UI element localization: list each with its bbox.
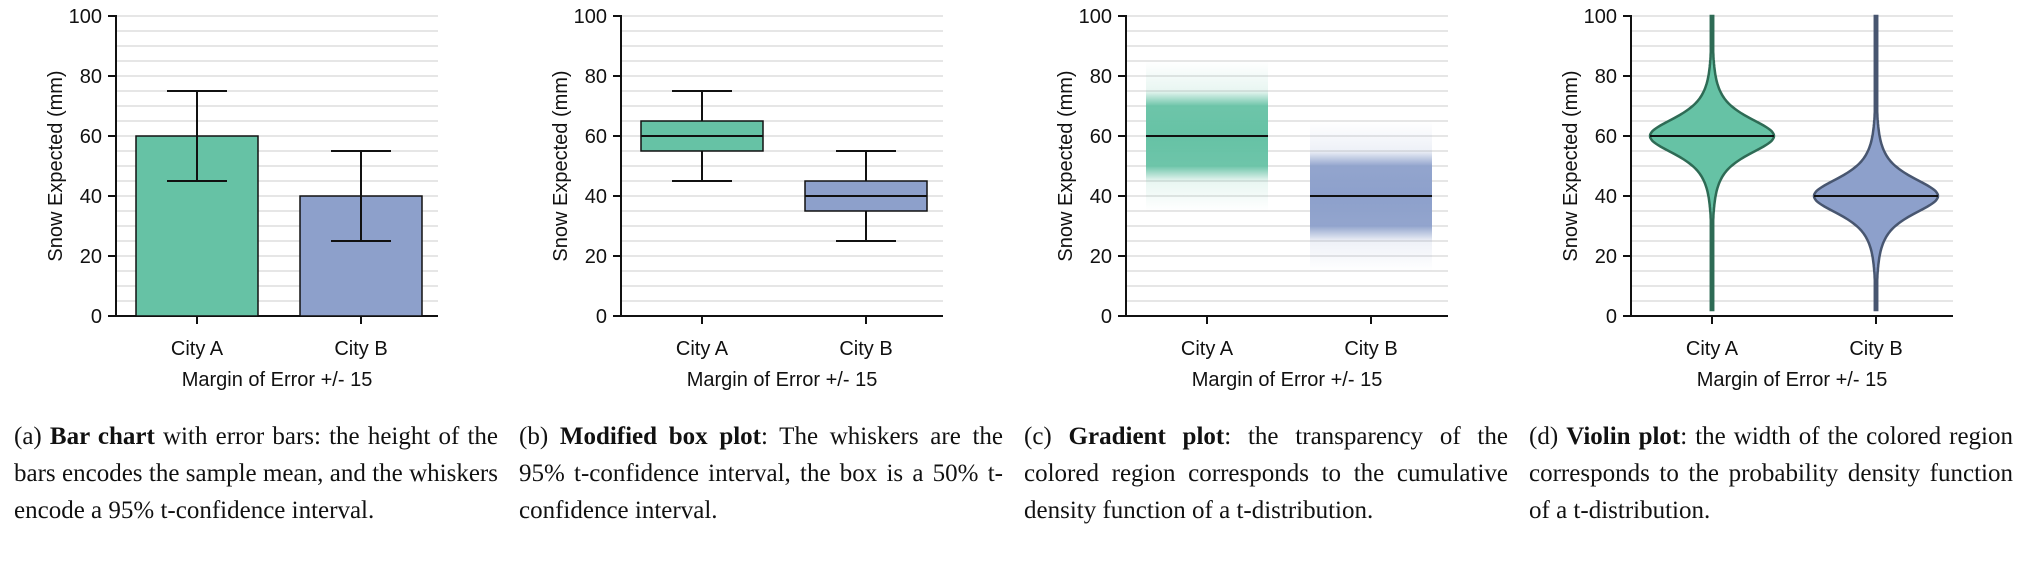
- y-tick-label: 0: [1101, 306, 1112, 328]
- y-axis-title: Snow Expected (mm): [1560, 70, 1582, 261]
- y-tick-label: 100: [1584, 6, 1617, 28]
- y-tick-label: 60: [585, 126, 607, 148]
- caption-text: : the transparency of the colored region…: [1024, 423, 1508, 524]
- x-tick-label: City B: [839, 338, 892, 360]
- x-tick-label: City A: [1686, 338, 1739, 360]
- y-tick-label: 20: [585, 246, 607, 268]
- caption-label: (d): [1529, 423, 1559, 450]
- caption-bold: Violin plot: [1566, 423, 1681, 450]
- gradient-plot: 0 20 40 60 80 100 City A City B Snow Expected (m…: [1055, 6, 1448, 391]
- bar-chart-plot: 0 20 40 60 80 100 City A City B Snow Expected (m…: [45, 6, 438, 391]
- y-tick-label: 0: [1606, 306, 1617, 328]
- box-plot: 0 20 40 60 80 100 City A City B Snow Expected (m…: [550, 6, 943, 391]
- caption-label: (a): [14, 423, 42, 450]
- y-tick-label: 40: [80, 186, 102, 208]
- y-tick-label: 40: [585, 186, 607, 208]
- violin-shape: [1812, 14, 1940, 312]
- x-axis-title: Margin of Error +/- 15: [1192, 369, 1383, 391]
- violin-shape: [1648, 14, 1776, 312]
- bar: [299, 195, 423, 317]
- caption-c: (c) Gradient plot: the transparency of t…: [1024, 418, 1508, 529]
- y-tick-label: 20: [80, 246, 102, 268]
- panel-box-plot: 0 20 40 60 80 100 City A City B Snow Expected (m…: [505, 0, 1010, 564]
- y-tick-label: 20: [1595, 246, 1617, 268]
- x-axis-title: Margin of Error +/- 15: [1697, 369, 1888, 391]
- y-tick-label: 60: [1595, 126, 1617, 148]
- caption-bold: Gradient plot: [1068, 423, 1225, 450]
- x-tick-label: City A: [1181, 338, 1234, 360]
- y-tick-label: 60: [1090, 126, 1112, 148]
- y-tick-label: 0: [596, 306, 607, 328]
- y-axis-title: Snow Expected (mm): [550, 70, 572, 261]
- y-axis-title: Snow Expected (mm): [1055, 70, 1077, 261]
- violin-plot: 0 20 40 60 80 100 City A City B Snow Expected (m…: [1560, 6, 1953, 391]
- caption-text: with error bars: the height of the bars …: [14, 423, 499, 524]
- y-tick-label: 100: [574, 6, 607, 28]
- caption-text: : the width of the colored region corres…: [1529, 423, 2013, 524]
- panel-bar-chart: 0 20 40 60 80 100 City A City B Snow Expected (m…: [0, 0, 505, 564]
- y-tick-label: 40: [1595, 186, 1617, 208]
- y-tick-label: 80: [1595, 66, 1617, 88]
- caption-bold: Bar chart: [49, 423, 155, 450]
- caption-text: : The whiskers are the 95% t-confidence …: [519, 423, 1004, 524]
- y-tick-label: 60: [80, 126, 102, 148]
- caption-bold: Modified box plot: [559, 423, 761, 450]
- caption-label: (b): [519, 423, 549, 450]
- y-tick-label: 20: [1090, 246, 1112, 268]
- y-tick-label: 0: [91, 306, 102, 328]
- y-tick-label: 40: [1090, 186, 1112, 208]
- x-axis-title: Margin of Error +/- 15: [182, 369, 373, 391]
- x-tick-label: City B: [1849, 338, 1902, 360]
- y-tick-label: 80: [80, 66, 102, 88]
- y-tick-label: 80: [585, 66, 607, 88]
- x-axis-title: Margin of Error +/- 15: [687, 369, 878, 391]
- y-tick-label: 100: [69, 6, 102, 28]
- x-tick-label: City A: [171, 338, 224, 360]
- panel-gradient-plot: 0 20 40 60 80 100 City A City B Snow Expected (m…: [1010, 0, 1515, 564]
- caption-a: (a) Bar chart with error bars: the heigh…: [14, 418, 498, 529]
- panel-violin-plot: 0 20 40 60 80 100 City A City B Snow Expected (m…: [1515, 0, 2020, 564]
- x-tick-label: City B: [1344, 338, 1397, 360]
- caption-b: (b) Modified box plot: The whiskers are …: [519, 418, 1003, 529]
- x-tick-label: City B: [334, 338, 387, 360]
- y-tick-label: 100: [1079, 6, 1112, 28]
- y-axis-title: Snow Expected (mm): [45, 70, 67, 261]
- y-tick-label: 80: [1090, 66, 1112, 88]
- caption-label: (c): [1024, 423, 1052, 450]
- caption-d: (d) Violin plot: the width of the colore…: [1529, 418, 2013, 529]
- x-tick-label: City A: [676, 338, 729, 360]
